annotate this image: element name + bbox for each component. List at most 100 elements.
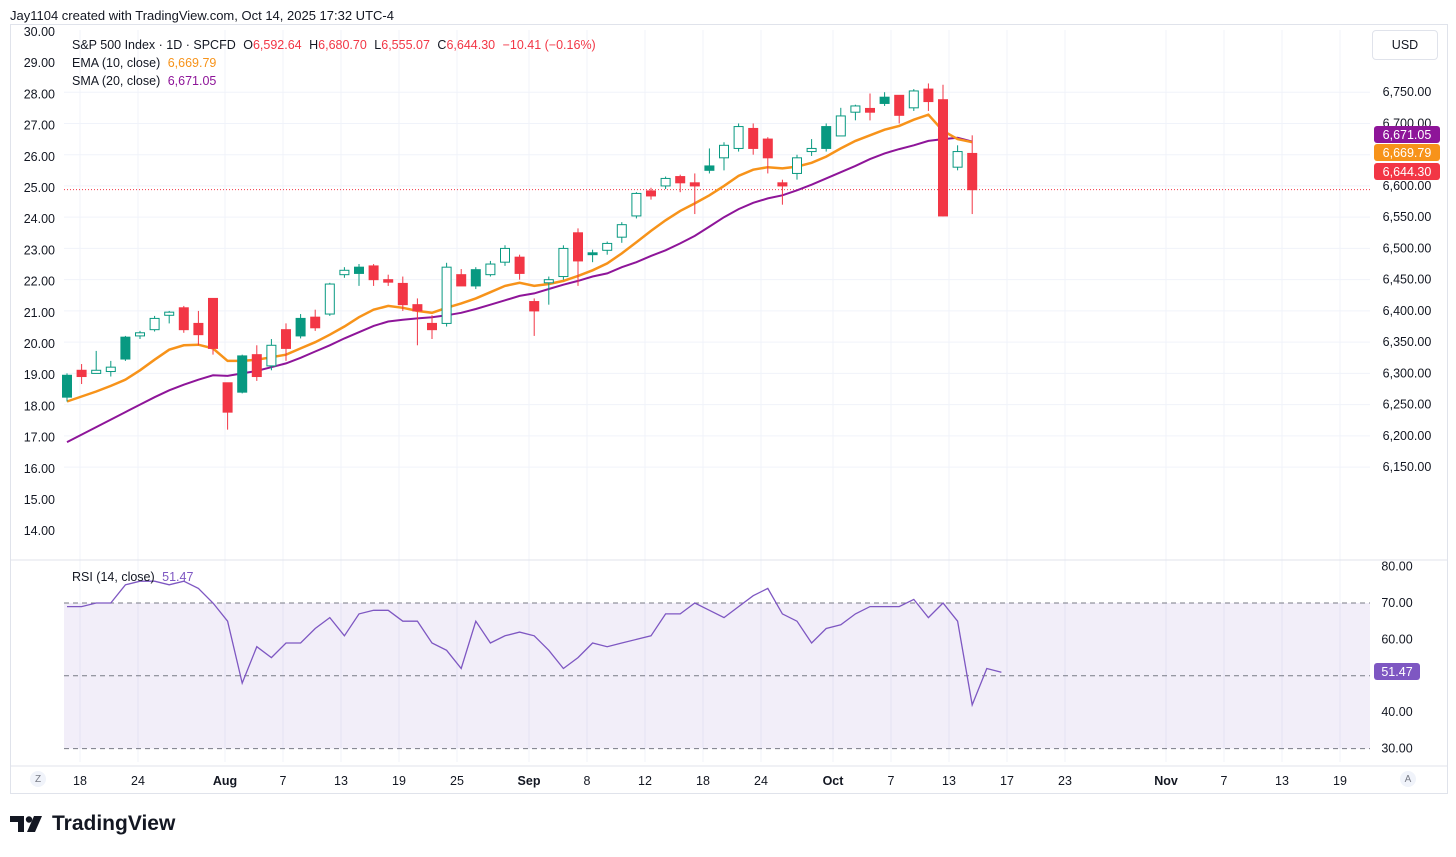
candle-body xyxy=(105,366,116,373)
candle-body xyxy=(383,279,394,283)
time-tick-label: Oct xyxy=(823,774,845,788)
candle xyxy=(938,84,948,217)
candle xyxy=(120,335,131,361)
candle xyxy=(923,83,934,111)
change-value: −10.41 (−0.16%) xyxy=(502,38,596,52)
candle-body xyxy=(135,332,145,337)
rsi-value-tag: 51.47 xyxy=(1374,663,1420,680)
candle-body xyxy=(149,317,160,331)
rsi-value: 51.47 xyxy=(162,570,194,584)
currency-button[interactable]: USD xyxy=(1372,30,1438,60)
open-value: 6,592.64 xyxy=(252,38,302,52)
candle xyxy=(835,107,846,137)
candle-body xyxy=(967,152,978,191)
candle xyxy=(441,262,452,327)
ema-value: 6,669.79 xyxy=(167,56,217,70)
candle xyxy=(792,154,802,180)
candle xyxy=(646,187,656,200)
candle xyxy=(602,241,613,255)
candle-body xyxy=(91,369,102,374)
candle-body xyxy=(558,247,569,278)
left-tick-label: 16.00 xyxy=(24,462,55,476)
time-tick-label: 24 xyxy=(131,774,145,788)
time-tick-label: 23 xyxy=(1058,774,1072,788)
time-tick-label: 13 xyxy=(942,774,956,788)
open-label: O xyxy=(243,38,253,52)
price-tick-label: 6,250.00 xyxy=(1383,398,1432,412)
candle-body xyxy=(76,369,87,378)
candle-body xyxy=(616,224,627,238)
rsi-tick-label: 60.00 xyxy=(1381,632,1412,646)
candle-body xyxy=(397,282,408,306)
high-value: 6,680.70 xyxy=(318,38,367,52)
candle-body xyxy=(938,99,948,217)
candle xyxy=(149,315,160,332)
candle-body xyxy=(178,307,189,331)
candle-body xyxy=(952,151,963,168)
candle xyxy=(193,310,204,346)
rsi-legend: RSI (14, close) 51.47 xyxy=(72,570,197,584)
left-tick-label: 22.00 xyxy=(24,275,55,289)
time-tick-label: 8 xyxy=(584,774,591,788)
candle xyxy=(821,123,832,152)
price-tick-label: 6,200.00 xyxy=(1383,429,1432,443)
auto-scale-button[interactable]: A xyxy=(1400,771,1416,787)
candle-body xyxy=(339,269,350,276)
candle xyxy=(237,354,248,394)
candle-body xyxy=(222,382,233,413)
rsi-line xyxy=(67,580,1002,708)
price-tick-label: 6,400.00 xyxy=(1383,304,1432,318)
candle xyxy=(865,93,875,121)
candle-body xyxy=(368,265,379,281)
time-tick-label: 18 xyxy=(73,774,87,788)
candle xyxy=(470,267,481,290)
candle xyxy=(558,245,569,280)
candle xyxy=(748,123,759,155)
candle xyxy=(456,269,467,287)
candle xyxy=(719,142,729,171)
tradingview-logo-icon xyxy=(10,816,42,832)
candle-body xyxy=(354,266,364,274)
candle-body xyxy=(500,247,510,263)
symbol-title: S&P 500 Index · 1D · SPCFD xyxy=(72,38,236,52)
price-tick-label: 6,450.00 xyxy=(1383,273,1432,287)
price-tick-label: 6,550.00 xyxy=(1383,210,1432,224)
candle xyxy=(91,350,102,374)
candle xyxy=(164,310,175,324)
candle xyxy=(762,137,773,174)
left-tick-label: 15.00 xyxy=(24,493,55,507)
candle-body xyxy=(543,279,554,284)
candle-body xyxy=(164,311,175,316)
candle-body xyxy=(470,269,481,287)
ema-price-tag: 6,669.79 xyxy=(1374,144,1440,161)
left-tick-label: 23.00 xyxy=(24,243,55,257)
candle-body xyxy=(251,354,262,378)
candle-body xyxy=(792,157,802,174)
price-tick-label: 6,500.00 xyxy=(1383,241,1432,255)
candle xyxy=(324,282,335,316)
candle-body xyxy=(865,107,875,113)
rsi-band xyxy=(64,602,1370,750)
time-tick-label: 18 xyxy=(696,774,710,788)
candle xyxy=(675,174,686,193)
candle xyxy=(412,298,423,346)
candle-body xyxy=(821,126,832,149)
candle-body xyxy=(514,256,525,274)
time-tick-label: 13 xyxy=(334,774,348,788)
tradingview-logo: TradingView xyxy=(10,812,175,836)
candle-body xyxy=(660,177,671,187)
zoom-mode-button[interactable]: Z xyxy=(30,771,46,787)
left-tick-label: 27.00 xyxy=(24,119,55,133)
price-tick-label: 6,150.00 xyxy=(1383,460,1432,474)
candle xyxy=(295,314,306,339)
candle-body xyxy=(427,322,437,331)
candle xyxy=(514,254,525,280)
candle-body xyxy=(295,317,306,337)
close-value: 6,644.30 xyxy=(446,38,496,52)
candle-body xyxy=(587,252,598,256)
time-tick-label: 7 xyxy=(280,774,287,788)
candle xyxy=(62,373,72,402)
candle xyxy=(733,123,744,152)
candle-body xyxy=(675,176,686,184)
